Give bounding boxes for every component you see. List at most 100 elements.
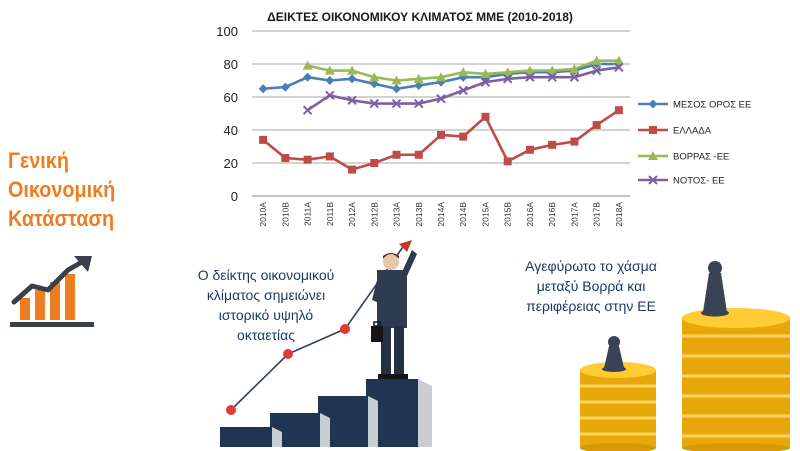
data-point xyxy=(303,72,313,82)
line-chart: ΔΕΙΚΤΕΣ ΟΙΚΟΝΟΜΙΚΟΥ ΚΛΙΜΑΤΟΣ ΜΜΕ (2010-2… xyxy=(216,10,751,227)
data-point xyxy=(592,121,601,130)
data-point xyxy=(414,80,424,90)
data-point xyxy=(414,150,423,159)
x-tick-label: 2011Β xyxy=(325,202,335,226)
x-tick-label: 2018Α xyxy=(614,202,624,227)
data-point xyxy=(391,98,402,109)
section-title-line: Γενική xyxy=(8,148,69,173)
caption-line: περιφέρειας στην ΕΕ xyxy=(526,298,656,314)
data-point xyxy=(458,67,469,77)
data-point xyxy=(459,132,468,141)
data-point xyxy=(325,90,335,101)
data-point xyxy=(569,63,580,73)
data-point xyxy=(524,65,535,75)
growth-chart-icon xyxy=(10,256,94,327)
data-point xyxy=(347,95,357,106)
data-point xyxy=(302,105,313,115)
data-point xyxy=(324,65,335,75)
data-point xyxy=(347,74,357,84)
data-point xyxy=(414,98,424,109)
data-point xyxy=(369,72,380,82)
legend: ΜΕΣΟΣ ΟΡΟΣ ΕΕ ΕΛΛΑΔΑ ΒΟΡΡΑΣ -ΕΕ ΝΟΤΟΣ- ΕΕ xyxy=(638,99,751,187)
x-tick-label: 2014Β xyxy=(458,202,468,227)
section-title-line: Κατάσταση xyxy=(8,206,115,231)
businessman xyxy=(371,250,417,379)
y-tick-label: 60 xyxy=(224,90,238,105)
data-point xyxy=(258,84,268,94)
data-point xyxy=(280,82,290,92)
data-point xyxy=(548,140,557,149)
data-point xyxy=(614,62,624,73)
chart-title: ΔΕΙΚΤΕΣ ΟΙΚΟΝΟΜΙΚΟΥ ΚΛΙΜΑΤΟΣ ΜΜΕ (2010-2… xyxy=(267,10,573,24)
legend-entry: ΜΕΣΟΣ ΟΡΟΣ ΕΕ xyxy=(638,99,751,111)
legend-entry: ΒΟΡΡΑΣ -ΕΕ xyxy=(638,151,729,163)
data-point xyxy=(370,159,379,167)
section-title-line: Οικονομική xyxy=(8,177,116,202)
data-point xyxy=(369,79,379,89)
series xyxy=(259,106,623,174)
data-point xyxy=(591,55,602,65)
data-point xyxy=(436,72,446,82)
data-point xyxy=(413,73,424,83)
data-point xyxy=(325,152,334,161)
caption-line: κλίματος σημειώνει xyxy=(206,287,326,303)
legend-label: ΜΕΣΟΣ ΟΡΟΣ ΕΕ xyxy=(673,100,751,111)
data-point xyxy=(614,106,623,115)
gridlines xyxy=(252,30,630,197)
x-axis-ticks: 2010Α 2010Β 2011Α 2011Β 2012Α 2012Β 2013Α 2013Β… xyxy=(258,202,624,227)
coin-stack-tall xyxy=(682,308,790,451)
data-point xyxy=(648,99,658,109)
data-point xyxy=(503,157,512,166)
legend-label: ΒΟΡΡΑΣ -ΕΕ xyxy=(673,152,729,163)
data-point xyxy=(436,93,446,104)
caption-left: Ο δείκτης οικονομικού κλίματος σημειώνει… xyxy=(176,265,356,345)
x-tick-label: 2010Β xyxy=(280,202,290,227)
data-point xyxy=(281,154,290,163)
data-point xyxy=(591,65,602,76)
data-point xyxy=(303,155,312,164)
data-point xyxy=(502,67,513,77)
data-point xyxy=(392,150,401,159)
coin-stack-short xyxy=(580,362,656,451)
data-point xyxy=(648,175,658,185)
y-tick-label: 0 xyxy=(231,189,238,204)
data-point xyxy=(480,68,491,78)
x-tick-label: 2015Β xyxy=(503,202,513,227)
data-point xyxy=(570,137,579,146)
x-tick-label: 2012Α xyxy=(347,202,357,227)
data-point xyxy=(391,75,402,85)
y-axis-ticks: 0 20 40 60 80 100 xyxy=(216,24,238,204)
caption-right: Αγεφύρωτο το χάσμα μεταξύ Βορρά και περι… xyxy=(498,256,684,316)
legend-label: ΝΟΤΟΣ- ΕΕ xyxy=(673,176,725,187)
x-tick-label: 2014Α xyxy=(436,202,446,227)
data-point xyxy=(458,85,468,96)
pawn-short xyxy=(602,336,626,372)
data-point xyxy=(302,60,313,70)
data-point xyxy=(569,72,580,82)
y-tick-label: 80 xyxy=(224,57,238,72)
data-point xyxy=(348,165,357,174)
caption-line: Αγεφύρωτο το χάσμα xyxy=(525,258,657,274)
data-point xyxy=(525,145,534,154)
y-tick-label: 20 xyxy=(224,156,238,171)
x-tick-label: 2017Α xyxy=(569,202,579,227)
section-title: Γενική Οικονομική Κατάσταση xyxy=(8,146,143,233)
series xyxy=(302,55,624,85)
y-tick-label: 100 xyxy=(216,24,238,39)
x-tick-label: 2017Β xyxy=(592,202,602,227)
pawn-tall xyxy=(701,261,729,317)
series xyxy=(302,62,624,115)
legend-entry: ΕΛΛΑΔΑ xyxy=(638,126,712,137)
y-tick-label: 40 xyxy=(224,123,238,138)
data-point xyxy=(369,98,380,109)
caption-line: ιστορικό υψηλό xyxy=(218,307,314,323)
data-point xyxy=(480,77,491,87)
x-tick-label: 2016Α xyxy=(525,202,535,227)
data-point xyxy=(502,74,513,84)
data-point xyxy=(347,65,358,75)
data-point xyxy=(613,55,624,65)
x-tick-label: 2015Α xyxy=(480,202,490,227)
data-point xyxy=(325,76,335,85)
